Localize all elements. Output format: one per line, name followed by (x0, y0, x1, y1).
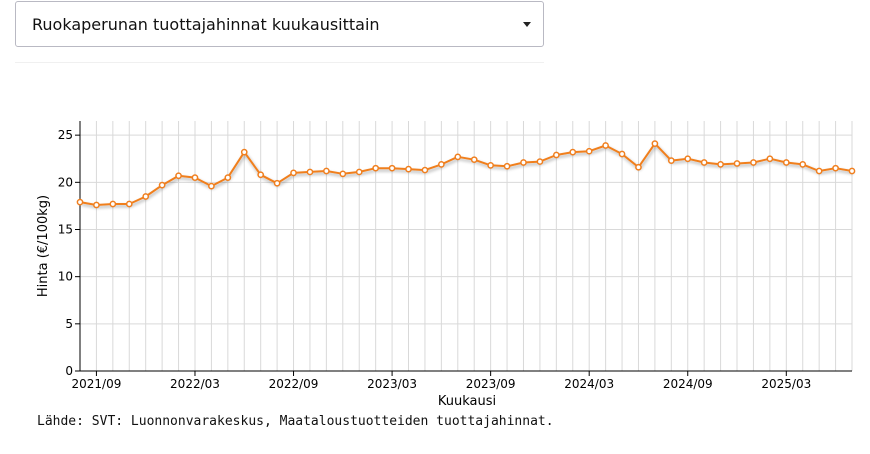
data-point (733, 160, 741, 167)
data-point (191, 174, 199, 181)
y-axis-label: Hinta (€/100kg) (36, 195, 51, 297)
x-tick-label: 2024/09 (663, 377, 713, 391)
axes (75, 121, 852, 376)
data-point (454, 153, 462, 161)
data-point (273, 179, 281, 187)
y-tick-label: 10 (58, 270, 73, 284)
data-point (240, 148, 248, 156)
data-point (848, 167, 856, 175)
data-point (290, 169, 297, 177)
data-point (750, 159, 757, 166)
y-tick-label: 5 (65, 317, 73, 331)
data-point (306, 168, 314, 176)
data-point (175, 172, 182, 180)
data-point (667, 157, 675, 164)
series-line (79, 142, 853, 206)
data-point (125, 200, 133, 208)
data-point (158, 181, 166, 189)
data-point (405, 165, 412, 173)
data-point (438, 161, 445, 168)
chart-selector-dropdown[interactable]: Ruokaperunan tuottajahinnat kuukausittai… (15, 1, 544, 47)
y-tick-label: 20 (58, 175, 73, 189)
data-point (520, 159, 527, 166)
data-point (355, 168, 363, 176)
data-point (487, 161, 494, 169)
data-point (651, 140, 659, 147)
data-point (782, 159, 790, 166)
data-point (766, 155, 774, 163)
series-price (76, 140, 856, 209)
data-point (76, 198, 84, 206)
data-point (470, 156, 478, 164)
data-point (388, 164, 396, 172)
data-point (585, 147, 593, 155)
data-point (323, 167, 330, 175)
data-point (339, 170, 347, 178)
x-tick-label: 2021/09 (71, 377, 121, 391)
divider (15, 62, 544, 63)
data-point (799, 161, 807, 168)
x-tick-label: 2022/03 (170, 377, 220, 391)
x-tick-label: 2023/03 (367, 377, 417, 391)
y-tick-label: 15 (58, 222, 73, 236)
data-point (552, 151, 560, 159)
x-tick-label: 2024/03 (564, 377, 614, 391)
chevron-down-icon[interactable] (523, 22, 531, 27)
source-note: Lähde: SVT: Luonnonvarakeskus, Maatalous… (37, 414, 554, 429)
data-point (372, 164, 380, 172)
data-point (421, 166, 429, 174)
data-point (602, 142, 609, 149)
data-point (208, 182, 215, 190)
data-point (569, 148, 577, 156)
data-point (700, 159, 708, 166)
data-point (257, 171, 265, 179)
x-tick-label: 2023/09 (466, 377, 516, 391)
data-point (684, 155, 692, 163)
x-tick-label: 2025/03 (761, 377, 811, 391)
data-point (224, 174, 232, 181)
data-point (109, 200, 117, 208)
y-tick-label: 25 (58, 128, 73, 142)
data-point (503, 162, 511, 170)
tick-labels: 0 5 10 15 20 25 2021/09 2022/03 2022/09 2023/03 20… (58, 128, 812, 391)
x-tick-label: 2022/09 (269, 377, 319, 391)
data-point (635, 163, 642, 171)
data-point (93, 201, 100, 209)
data-point (832, 164, 839, 172)
data-point (142, 193, 150, 200)
y-tick-label: 0 (65, 364, 73, 378)
dropdown-selected-value: Ruokaperunan tuottajahinnat kuukausittai… (32, 15, 380, 34)
data-point (717, 161, 724, 168)
data-point (536, 158, 544, 165)
data-point (815, 167, 823, 175)
data-point (618, 150, 626, 158)
x-axis-label: Kuukausi (438, 394, 496, 409)
